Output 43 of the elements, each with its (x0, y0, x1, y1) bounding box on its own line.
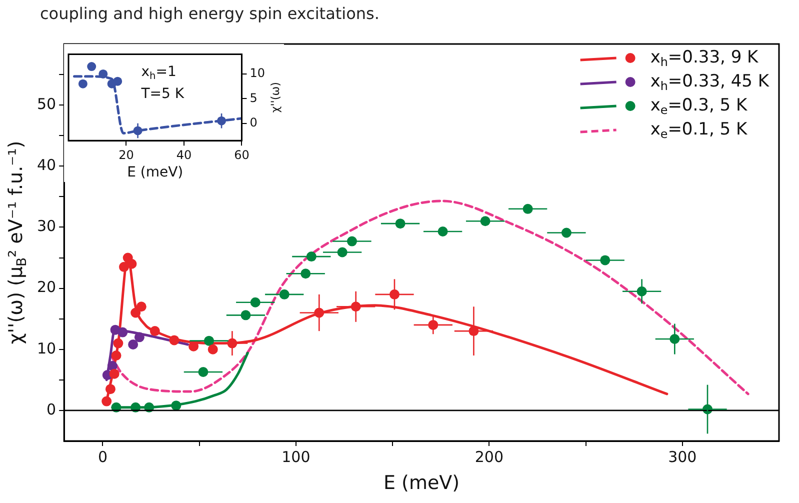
x-tick-label: 300 (668, 448, 697, 466)
y-tick-label: 0 (46, 400, 56, 418)
y2-tick-label: 0 (250, 115, 258, 130)
point (105, 384, 116, 394)
point (118, 262, 129, 272)
y-axis-title: χ''(ω) (μB² eV⁻¹ f.u.⁻¹) (4, 140, 30, 344)
y-tick-label: 30 (36, 217, 56, 236)
point (130, 308, 141, 318)
x-axis-title: E (meV) (384, 472, 460, 494)
point (118, 327, 128, 338)
point (87, 62, 96, 72)
point (169, 335, 180, 346)
x-tick-label: 40 (176, 148, 192, 162)
point (150, 326, 160, 336)
x-tick-label: 20 (118, 148, 134, 162)
point (78, 79, 88, 88)
text: coupling and high energy spin excitations. (40, 4, 380, 23)
point (102, 396, 112, 406)
line-series (110, 200, 750, 396)
x-tick-label: 100 (282, 448, 310, 466)
point (136, 302, 146, 312)
annotation: T=5 K (140, 86, 185, 102)
x-tick-label: 200 (474, 448, 504, 466)
point (98, 69, 108, 78)
x-tick-label: 60 (234, 148, 250, 162)
point (107, 360, 118, 371)
y-tick-label: 20 (36, 278, 56, 296)
point (113, 76, 122, 86)
x-tick-label: 0 (98, 448, 108, 466)
point (134, 332, 144, 342)
point (111, 350, 122, 360)
point (126, 258, 137, 269)
y2-tick-label: 10 (250, 66, 266, 80)
y2-axis-title: χ''(ω) (268, 82, 282, 113)
y-tick-label: 50 (36, 94, 56, 113)
point (208, 344, 218, 354)
y-tick-label: 10 (36, 339, 56, 358)
point (171, 400, 182, 411)
point (128, 340, 138, 350)
point (113, 338, 124, 348)
y2-tick-label: 5 (250, 90, 258, 105)
point (109, 368, 120, 379)
x-axis-title: E (meV) (127, 164, 184, 181)
